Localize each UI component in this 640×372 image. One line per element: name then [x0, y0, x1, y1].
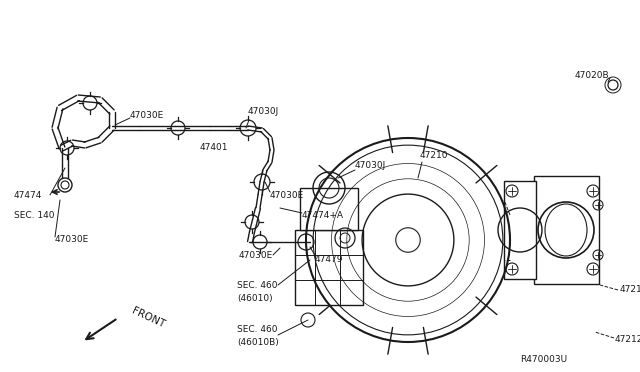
Text: 47030E: 47030E [239, 250, 273, 260]
Bar [300, 188, 358, 230]
Text: 47474: 47474 [14, 190, 42, 199]
Bar [295, 230, 363, 305]
Text: 47210: 47210 [420, 151, 449, 160]
Text: (46010): (46010) [237, 294, 273, 302]
Text: 47030E: 47030E [130, 110, 164, 119]
Text: 47030J: 47030J [355, 160, 387, 170]
Text: SEC. 140: SEC. 140 [14, 211, 54, 219]
Text: SEC. 460: SEC. 460 [237, 326, 278, 334]
Text: FRONT: FRONT [130, 305, 166, 330]
Text: 47479: 47479 [315, 256, 344, 264]
Text: 47401: 47401 [200, 144, 228, 153]
Text: (46010B): (46010B) [237, 339, 279, 347]
Text: 47030J: 47030J [248, 108, 279, 116]
Text: SEC. 460: SEC. 460 [237, 280, 278, 289]
Text: 47030E: 47030E [270, 190, 304, 199]
Text: 47212: 47212 [615, 336, 640, 344]
Text: 47211: 47211 [620, 285, 640, 295]
Text: 47030E: 47030E [55, 235, 89, 244]
Bar [504, 181, 536, 279]
Text: 47474+A: 47474+A [302, 211, 344, 219]
Bar [534, 176, 599, 284]
Text: 47020B: 47020B [575, 71, 610, 80]
Text: R470003U: R470003U [520, 356, 567, 365]
